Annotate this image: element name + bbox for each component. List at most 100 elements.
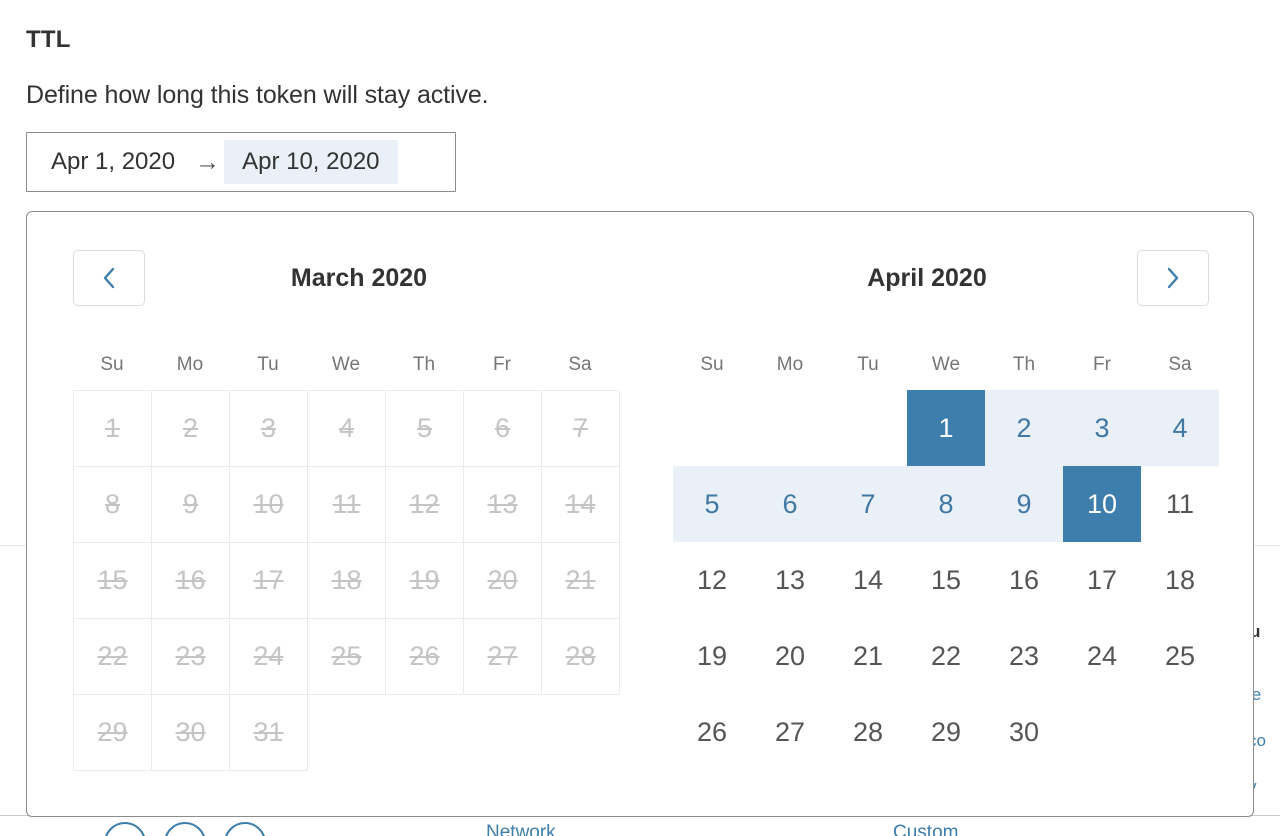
weekday-label-mo: Mo [176,354,204,375]
day-cell-27: 27 [464,619,542,695]
day-cell-23[interactable]: 23 [1008,640,1040,671]
day-cell-2: 2 [152,391,230,467]
avatar[interactable] [224,822,266,836]
day-cell-14[interactable]: 14 [852,564,884,595]
day-cell-4-in-range[interactable]: 4 [1141,390,1219,466]
day-cell-19[interactable]: 19 [696,640,728,671]
day-cell-28[interactable]: 28 [852,716,884,747]
month-label-left: March 2020 [290,264,428,292]
day-cell-8: 8 [74,467,152,543]
day-cell-24[interactable]: 24 [1086,640,1118,671]
day-cell-26[interactable]: 26 [696,716,728,747]
day-cell-12: 12 [386,467,464,543]
weekday-label-th: Th [412,354,436,375]
day-cell-21[interactable]: 21 [852,640,884,671]
day-cell-25[interactable]: 25 [1164,640,1196,671]
chevron-left-icon [99,265,119,291]
end-date-field[interactable]: Apr 10, 2020 [224,140,398,184]
day-cell-18: 18 [308,543,386,619]
day-cell-17[interactable]: 17 [1086,564,1118,595]
day-cell-19: 19 [386,543,464,619]
calendar-header: March 2020 April 2020 [27,212,1253,342]
day-cell-6-in-range[interactable]: 6 [751,466,829,542]
chevron-right-icon [1163,265,1183,291]
weekday-label-we: We [931,354,961,375]
day-grid-march: 1 2 3 4 5 6 7 8 9 10 11 12 13 14 15 16 17 18 19 20 21 22 23 24 2… [73,390,620,771]
day-cell-5-in-range[interactable]: 5 [673,466,751,542]
day-cell-13: 13 [464,467,542,543]
weekday-label-tu: Tu [257,354,279,375]
background-label-network: Network [486,822,556,836]
background-bottom-bar: Network Custom [0,816,1280,836]
day-cell-10-selected[interactable]: 10 [1063,466,1141,542]
day-cell-27[interactable]: 27 [774,716,806,747]
day-cell-29[interactable]: 29 [930,716,962,747]
weekday-label-th: Th [1012,354,1036,375]
day-cell-31: 31 [230,695,308,771]
avatar[interactable] [104,822,146,836]
day-cell-3: 3 [230,391,308,467]
day-cell-16[interactable]: 16 [1008,564,1040,595]
page-description: Define how long this token will stay act… [26,81,489,109]
weekday-label-fr: Fr [493,354,511,375]
day-cell-3-in-range[interactable]: 3 [1063,390,1141,466]
day-cell-11: 11 [308,467,386,543]
day-cell-16: 16 [152,543,230,619]
day-cell-20[interactable]: 20 [774,640,806,671]
page-title: TTL [26,26,71,53]
day-cell-20: 20 [464,543,542,619]
weekday-label-we: We [331,354,361,375]
day-cell-18[interactable]: 18 [1164,564,1196,595]
day-cell-9-in-range[interactable]: 9 [985,466,1063,542]
arrow-right-icon: → [195,147,221,176]
weekday-label-tu: Tu [857,354,879,375]
day-cell-26: 26 [386,619,464,695]
day-grid-april: 1 2 3 4 5 6 7 8 9 10 11 12 13 14 15 16 17 18 19 20 21 22 23 24 2… [673,390,1221,770]
day-cell-17: 17 [230,543,308,619]
day-cell-30[interactable]: 30 [1008,716,1040,747]
day-cell-12[interactable]: 12 [696,564,728,595]
day-cell-22[interactable]: 22 [930,640,962,671]
weekday-label-sa: Sa [1168,354,1192,375]
day-cell-28: 28 [542,619,620,695]
day-cell-14: 14 [542,467,620,543]
day-cell-8-in-range[interactable]: 8 [907,466,985,542]
day-cell-7-in-range[interactable]: 7 [829,466,907,542]
weekday-label-sa: Sa [568,354,592,375]
day-cell-24: 24 [230,619,308,695]
avatar[interactable] [164,822,206,836]
day-cell-23: 23 [152,619,230,695]
day-cell-7: 7 [542,391,620,467]
day-cell-2-in-range[interactable]: 2 [985,390,1063,466]
background-label-custom: Custom [893,822,959,836]
day-cell-1: 1 [74,391,152,467]
weekday-header-row-march: Su Mo Tu We Th Fr Sa [73,340,621,390]
weekday-label-su: Su [700,354,724,375]
previous-month-button[interactable] [73,250,145,306]
weekday-label-fr: Fr [1093,354,1111,375]
background-avatar-group [104,822,266,836]
next-month-button[interactable] [1137,250,1209,306]
date-range-input[interactable]: Apr 1, 2020 → Apr 10, 2020 [26,132,456,192]
day-cell-15[interactable]: 15 [930,564,962,595]
day-cell-15: 15 [74,543,152,619]
calendar-month-april: Su Mo Tu We Th Fr Sa 1 2 3 4 5 6 7 8 9 10 11 12 13 14 15 16 17… [673,340,1221,770]
weekday-label-mo: Mo [776,354,804,375]
day-cell-30: 30 [152,695,230,771]
day-cell-empty [673,390,751,466]
start-date-field[interactable]: Apr 1, 2020 [51,148,176,175]
day-cell-13[interactable]: 13 [774,564,806,595]
day-cell-22: 22 [74,619,152,695]
day-cell-5: 5 [386,391,464,467]
day-cell-1-selected[interactable]: 1 [907,390,985,466]
day-cell-29: 29 [74,695,152,771]
day-cell-11[interactable]: 11 [1165,488,1195,519]
day-cell-9: 9 [152,467,230,543]
day-cell-empty [751,390,829,466]
day-cell-25: 25 [308,619,386,695]
background-panel-heading: u [1250,622,1261,641]
weekday-header-row-april: Su Mo Tu We Th Fr Sa [673,340,1221,390]
month-label-right: April 2020 [867,264,987,292]
